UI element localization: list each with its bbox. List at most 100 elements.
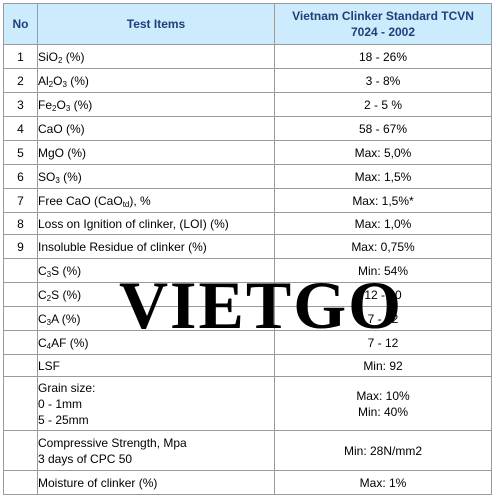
- item-text: ), %: [129, 193, 151, 208]
- row-standard-value: 2 - 5 %: [274, 92, 492, 117]
- item-subscript: 4: [46, 341, 52, 351]
- header-standard-line2: 7024 - 2002: [350, 25, 416, 39]
- item-subscript: 3: [65, 103, 71, 113]
- compressive-strength-sub: 3 days of CPC 50: [38, 451, 133, 466]
- item-text: AF (%): [51, 335, 89, 350]
- row-standard-value: Max: 5,0%: [274, 140, 492, 165]
- moisture-row: Moisture of clinker (%) Max: 1%: [3, 470, 492, 495]
- row-standard-value: 7 - 12: [274, 306, 492, 331]
- item-subscript: 3: [46, 269, 52, 279]
- table-row: 7 Free CaO (CaOtd), % Max: 1,5%*: [3, 188, 492, 213]
- row-test-item: C3S (%): [37, 258, 275, 283]
- table-row: 9 Insoluble Residue of clinker (%) Max: …: [3, 234, 492, 259]
- grain-size-value-1: Max: 10%: [356, 388, 410, 403]
- item-text: SiO: [38, 49, 59, 64]
- header-row: No Test Items Vietnam Clinker Standard T…: [3, 3, 492, 45]
- row-test-item: Fe2O3 (%): [37, 92, 275, 117]
- compressive-strength-item: Compressive Strength, Mpa 3 days of CPC …: [37, 430, 275, 471]
- row-test-item: SO3 (%): [37, 164, 275, 189]
- row-test-item: LSF: [37, 354, 275, 377]
- item-text: S (%): [51, 263, 82, 278]
- item-subscript: 3: [46, 317, 52, 327]
- header-no: No: [3, 3, 38, 45]
- item-text: (%): [70, 97, 93, 112]
- clinker-standard-table: No Test Items Vietnam Clinker Standard T…: [3, 3, 492, 495]
- row-number: [3, 354, 38, 377]
- item-text: A (%): [51, 311, 81, 326]
- row-standard-value: Min: 54%: [274, 258, 492, 283]
- table-row: C3A (%) 7 - 12: [3, 306, 492, 331]
- row-standard-value: Min: 92: [274, 354, 492, 377]
- item-text: Al: [38, 73, 49, 88]
- table-row: 3 Fe2O3 (%) 2 - 5 %: [3, 92, 492, 117]
- item-text: (%): [66, 73, 89, 88]
- item-subscript: 2: [58, 55, 63, 65]
- item-subscript: 2: [46, 293, 52, 303]
- table-row: C2S (%) 12 - 20: [3, 282, 492, 307]
- compressive-strength-label: Compressive Strength, Mpa: [38, 435, 187, 450]
- row-standard-value: Max: 1,0%: [274, 212, 492, 235]
- row-number: [3, 430, 38, 471]
- row-number: [3, 470, 38, 495]
- row-test-item: Loss on Ignition of clinker, (LOI) (%): [37, 212, 275, 235]
- row-test-item: Insoluble Residue of clinker (%): [37, 234, 275, 259]
- grain-size-row: Grain size: 0 - 1mm 5 - 25mm Max: 10% Mi…: [3, 376, 492, 431]
- row-number: [3, 282, 38, 307]
- row-standard-value: 18 - 26%: [274, 44, 492, 69]
- table-row: 6 SO3 (%) Max: 1,5%: [3, 164, 492, 189]
- compressive-strength-value: Min: 28N/mm2: [274, 430, 492, 471]
- row-test-item: Al2O3 (%): [37, 68, 275, 93]
- item-text: SO: [38, 169, 56, 184]
- item-text: Free CaO (CaO: [38, 193, 123, 208]
- table-row: 4 CaO (%) 58 - 67%: [3, 116, 492, 141]
- item-subscript: 2: [48, 79, 54, 89]
- row-standard-value: 3 - 8%: [274, 68, 492, 93]
- row-number: [3, 306, 38, 331]
- grain-size-range-2: 5 - 25mm: [38, 412, 89, 427]
- row-number: 6: [3, 164, 38, 189]
- table-row: 8 Loss on Ignition of clinker, (LOI) (%)…: [3, 212, 492, 235]
- item-text: O: [53, 73, 63, 88]
- row-standard-value: 12 - 20: [274, 282, 492, 307]
- row-number: 3: [3, 92, 38, 117]
- moisture-item: Moisture of clinker (%): [37, 470, 275, 495]
- row-number: [3, 376, 38, 431]
- item-text: Fe: [38, 97, 53, 112]
- compressive-strength-row: Compressive Strength, Mpa 3 days of CPC …: [3, 430, 492, 471]
- item-subscript: 3: [62, 79, 67, 89]
- row-number: [3, 258, 38, 283]
- row-number: 8: [3, 212, 38, 235]
- row-number: 4: [3, 116, 38, 141]
- item-text: C: [38, 263, 47, 278]
- moisture-value: Max: 1%: [274, 470, 492, 495]
- item-text: O: [56, 97, 66, 112]
- row-test-item: C4AF (%): [37, 330, 275, 355]
- row-number: 7: [3, 188, 38, 213]
- table-row: LSF Min: 92: [3, 354, 492, 377]
- table-row: 1 SiO2 (%) 18 - 26%: [3, 44, 492, 69]
- item-subscript: 2: [52, 103, 57, 113]
- header-standard: Vietnam Clinker Standard TCVN 7024 - 200…: [274, 3, 492, 45]
- item-text: C: [38, 335, 47, 350]
- item-text: S (%): [51, 287, 82, 302]
- table-row: 2 Al2O3 (%) 3 - 8%: [3, 68, 492, 93]
- item-text: C: [38, 287, 47, 302]
- item-text: (%): [62, 49, 85, 64]
- item-subscript: td: [122, 199, 130, 209]
- row-number: 1: [3, 44, 38, 69]
- row-standard-value: 58 - 67%: [274, 116, 492, 141]
- grain-size-value-2: Min: 40%: [357, 404, 409, 419]
- row-test-item: MgO (%): [37, 140, 275, 165]
- row-number: [3, 330, 38, 355]
- item-subscript: 3: [55, 175, 60, 185]
- row-test-item: C2S (%): [37, 282, 275, 307]
- row-standard-value: 7 - 12: [274, 330, 492, 355]
- row-test-item: Free CaO (CaOtd), %: [37, 188, 275, 213]
- row-number: 5: [3, 140, 38, 165]
- row-test-item: SiO2 (%): [37, 44, 275, 69]
- row-test-item: C3A (%): [37, 306, 275, 331]
- header-standard-line1: Vietnam Clinker Standard TCVN: [292, 9, 474, 23]
- row-number: 9: [3, 234, 38, 259]
- row-number: 2: [3, 68, 38, 93]
- row-standard-value: Max: 0,75%: [274, 234, 492, 259]
